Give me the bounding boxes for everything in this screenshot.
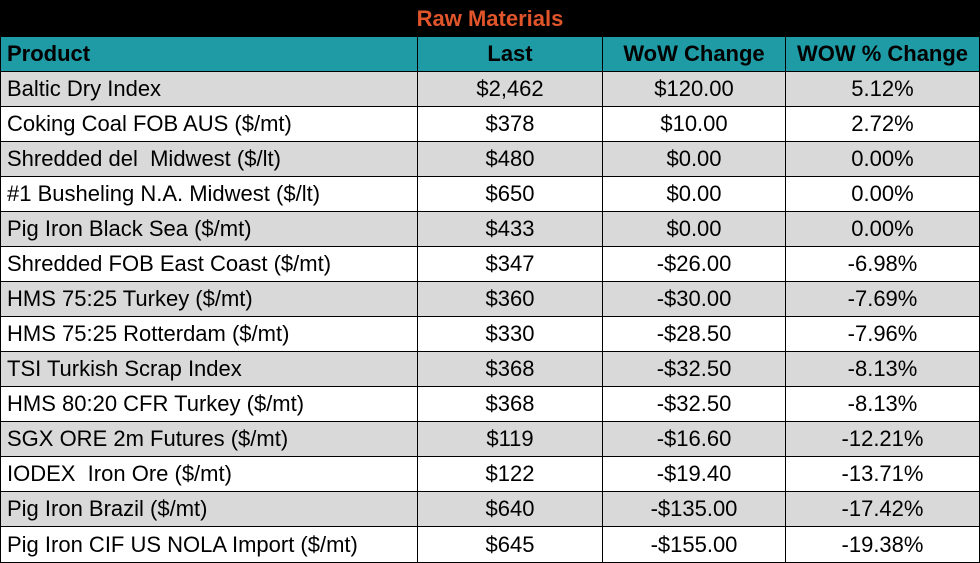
cell-product: HMS 80:20 CFR Turkey ($/mt) (1, 387, 418, 422)
cell-wow-pct: -13.71% (786, 457, 979, 492)
table-row: HMS 75:25 Turkey ($/mt) $360 -$30.00 -7.… (1, 282, 979, 317)
table-row: Pig Iron CIF US NOLA Import ($/mt) $645 … (1, 527, 979, 562)
cell-product: HMS 75:25 Rotterdam ($/mt) (1, 317, 418, 352)
cell-wow-pct: 5.12% (786, 72, 979, 107)
cell-product: Shredded FOB East Coast ($/mt) (1, 247, 418, 282)
cell-wow-change: $0.00 (603, 177, 786, 212)
table-row: Baltic Dry Index $2,462 $120.00 5.12% (1, 72, 979, 107)
cell-wow-change: -$19.40 (603, 457, 786, 492)
cell-last: $378 (418, 107, 603, 142)
cell-wow-change: -$32.50 (603, 387, 786, 422)
table-row: Coking Coal FOB AUS ($/mt) $378 $10.00 2… (1, 107, 979, 142)
table-row: HMS 75:25 Rotterdam ($/mt) $330 -$28.50 … (1, 317, 979, 352)
table-row: Shredded del Midwest ($/lt) $480 $0.00 0… (1, 142, 979, 177)
table-row: TSI Turkish Scrap Index $368 -$32.50 -8.… (1, 352, 979, 387)
cell-wow-pct: -8.13% (786, 352, 979, 387)
cell-wow-change: $10.00 (603, 107, 786, 142)
cell-wow-change: -$135.00 (603, 492, 786, 527)
table-row: Pig Iron Brazil ($/mt) $640 -$135.00 -17… (1, 492, 979, 527)
cell-product: TSI Turkish Scrap Index (1, 352, 418, 387)
cell-wow-pct: 0.00% (786, 142, 979, 177)
cell-wow-change: $0.00 (603, 142, 786, 177)
cell-wow-pct: 2.72% (786, 107, 979, 142)
cell-last: $368 (418, 352, 603, 387)
header-last: Last (418, 37, 603, 72)
table-row: Pig Iron Black Sea ($/mt) $433 $0.00 0.0… (1, 212, 979, 247)
cell-wow-pct: -17.42% (786, 492, 979, 527)
cell-wow-change: -$16.60 (603, 422, 786, 457)
cell-last: $640 (418, 492, 603, 527)
cell-wow-pct: -7.69% (786, 282, 979, 317)
cell-wow-pct: 0.00% (786, 177, 979, 212)
cell-product: #1 Busheling N.A. Midwest ($/lt) (1, 177, 418, 212)
cell-product: Pig Iron CIF US NOLA Import ($/mt) (1, 527, 418, 562)
table-row: #1 Busheling N.A. Midwest ($/lt) $650 $0… (1, 177, 979, 212)
cell-wow-change: -$30.00 (603, 282, 786, 317)
cell-wow-change: -$26.00 (603, 247, 786, 282)
cell-wow-pct: -7.96% (786, 317, 979, 352)
table-row: HMS 80:20 CFR Turkey ($/mt) $368 -$32.50… (1, 387, 979, 422)
header-product: Product (1, 37, 418, 72)
cell-last: $119 (418, 422, 603, 457)
cell-wow-change: -$28.50 (603, 317, 786, 352)
cell-last: $433 (418, 212, 603, 247)
cell-wow-pct: -8.13% (786, 387, 979, 422)
table-row: IODEX Iron Ore ($/mt) $122 -$19.40 -13.7… (1, 457, 979, 492)
cell-wow-pct: -6.98% (786, 247, 979, 282)
cell-last: $122 (418, 457, 603, 492)
cell-product: Pig Iron Brazil ($/mt) (1, 492, 418, 527)
cell-wow-change: $120.00 (603, 72, 786, 107)
header-wow-pct-change: WOW % Change (786, 37, 979, 72)
cell-last: $360 (418, 282, 603, 317)
cell-wow-change: -$155.00 (603, 527, 786, 562)
cell-last: $650 (418, 177, 603, 212)
cell-wow-pct: -19.38% (786, 527, 979, 562)
cell-wow-change: $0.00 (603, 212, 786, 247)
cell-product: Baltic Dry Index (1, 72, 418, 107)
table-row: Shredded FOB East Coast ($/mt) $347 -$26… (1, 247, 979, 282)
cell-last: $645 (418, 527, 603, 562)
cell-product: SGX ORE 2m Futures ($/mt) (1, 422, 418, 457)
table-title: Raw Materials (1, 1, 979, 37)
cell-product: Pig Iron Black Sea ($/mt) (1, 212, 418, 247)
table-row: SGX ORE 2m Futures ($/mt) $119 -$16.60 -… (1, 422, 979, 457)
cell-last: $368 (418, 387, 603, 422)
header-row: Product Last WoW Change WOW % Change (1, 37, 979, 72)
cell-last: $480 (418, 142, 603, 177)
cell-product: Coking Coal FOB AUS ($/mt) (1, 107, 418, 142)
cell-wow-change: -$32.50 (603, 352, 786, 387)
cell-last: $347 (418, 247, 603, 282)
cell-last: $2,462 (418, 72, 603, 107)
cell-product: Shredded del Midwest ($/lt) (1, 142, 418, 177)
cell-wow-pct: 0.00% (786, 212, 979, 247)
cell-product: IODEX Iron Ore ($/mt) (1, 457, 418, 492)
cell-last: $330 (418, 317, 603, 352)
cell-product: HMS 75:25 Turkey ($/mt) (1, 282, 418, 317)
header-wow-change: WoW Change (603, 37, 786, 72)
cell-wow-pct: -12.21% (786, 422, 979, 457)
